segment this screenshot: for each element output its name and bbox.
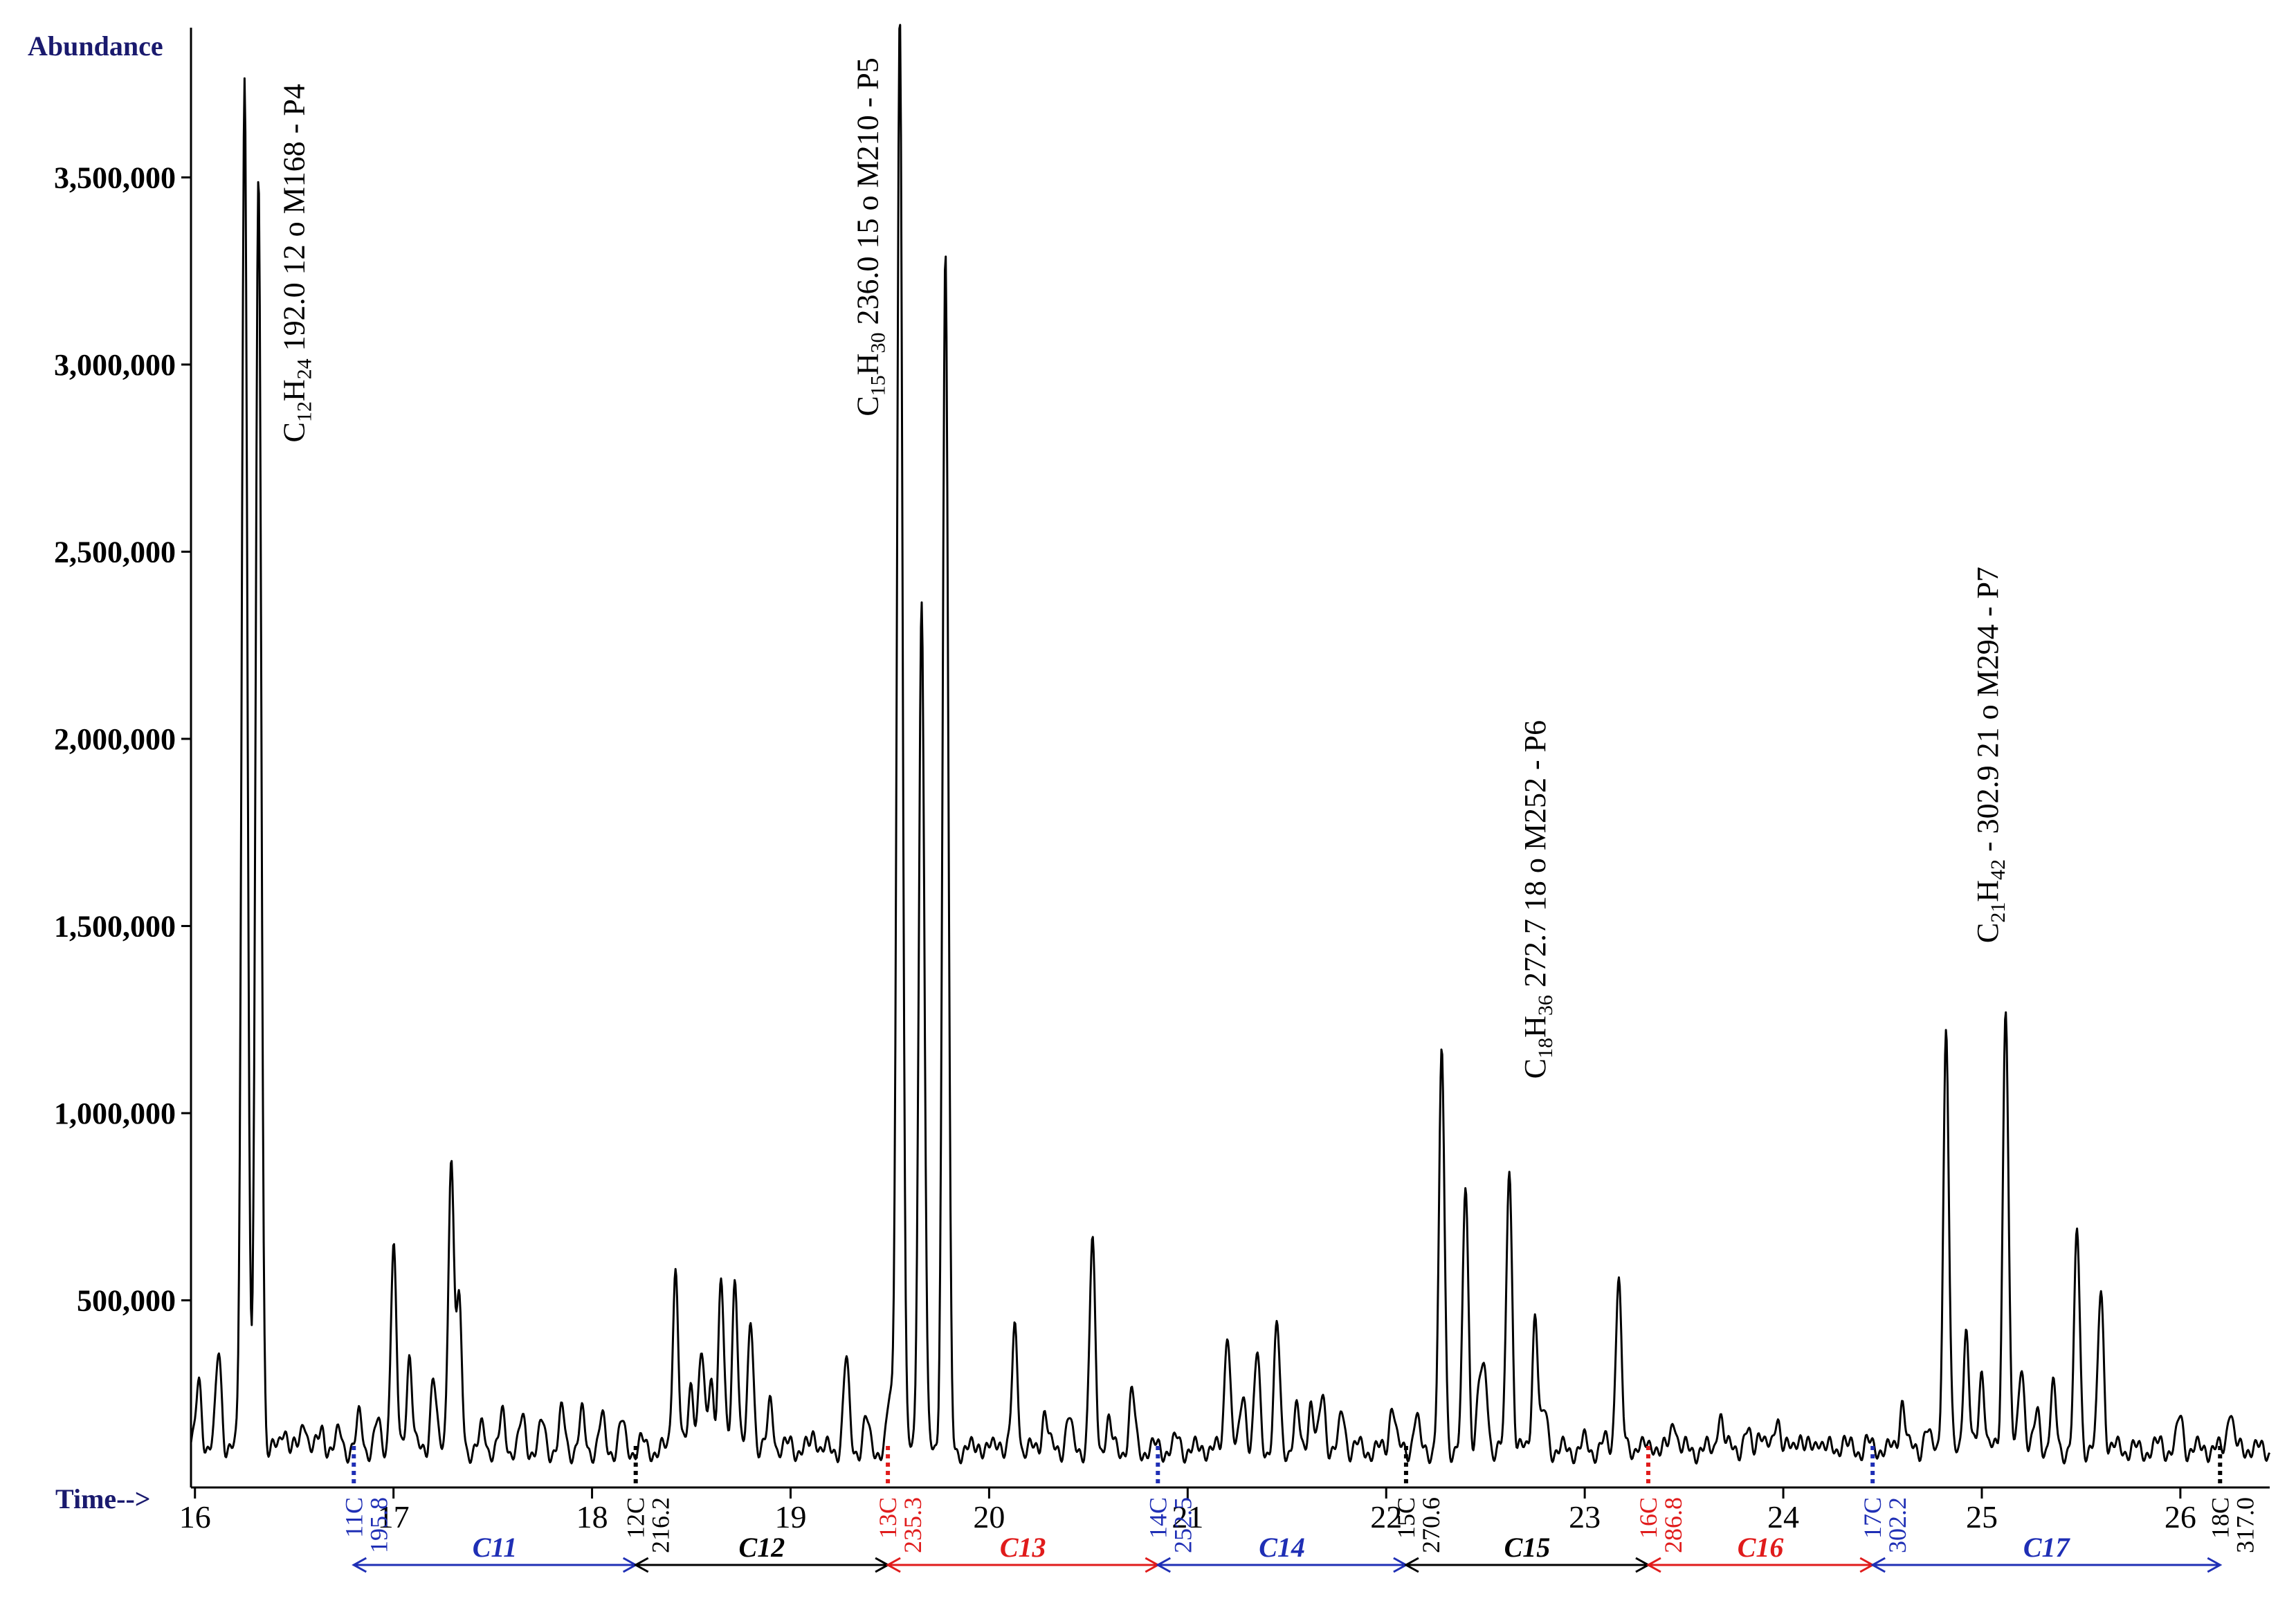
x-tick-label: 17 <box>378 1499 410 1535</box>
x-tick-label: 24 <box>1767 1499 1799 1535</box>
y-ticks: 500,000 1,000,000 1,500,000 2,000,000 2,500,… <box>54 161 191 1317</box>
x-tick-label: 25 <box>1966 1499 1998 1535</box>
range-label: C13 <box>1000 1532 1046 1563</box>
y-tick-label: 2,500,000 <box>54 535 176 569</box>
boundary-label: 17C <box>1859 1497 1886 1539</box>
range-arrowhead <box>1646 1557 1661 1573</box>
peak-annotation: C18H36 272.7 18 o M252 - P6 <box>1518 720 1557 1079</box>
boundary-value: 317.0 <box>2231 1497 2259 1553</box>
range-label: C15 <box>1504 1532 1551 1563</box>
range-arrowhead <box>2207 1557 2223 1573</box>
boundary-value: 286.8 <box>1659 1497 1687 1553</box>
x-tick-label: 20 <box>973 1499 1005 1535</box>
range-label: C11 <box>473 1532 517 1563</box>
x-tick-label: 26 <box>2165 1499 2196 1535</box>
carbon-ranges: C11 C12 C13 C14 C15 C16 C17 <box>352 1532 2223 1573</box>
y-tick-label: 3,500,000 <box>54 161 176 194</box>
x-tick-label: 21 <box>1172 1499 1203 1535</box>
boundary-value: 235.3 <box>899 1497 927 1553</box>
boundary-label: 14C <box>1144 1497 1172 1539</box>
peak-annotation: C15H30 236.0 15 o M210 - P5 <box>851 57 890 416</box>
range-label: C16 <box>1738 1532 1784 1563</box>
x-tick-label: 23 <box>1569 1499 1601 1535</box>
boundary-label: 11C <box>340 1497 367 1538</box>
range-label: C14 <box>1259 1532 1305 1563</box>
peak-annotations: C12H24 192.0 12 o M168 - P4 C15H30 236.0 … <box>277 57 2010 1079</box>
boundary-label: 15C <box>1392 1497 1420 1539</box>
range-label: C17 <box>2023 1532 2071 1563</box>
x-tick-label: 22 <box>1370 1499 1402 1535</box>
y-tick-label: 3,000,000 <box>54 348 176 382</box>
y-tick-label: 2,000,000 <box>54 722 176 756</box>
x-axis-title: Time--> <box>55 1483 151 1514</box>
boundary-label: 16C <box>1634 1497 1662 1539</box>
peak-annotation: C12H24 192.0 12 o M168 - P4 <box>277 84 316 442</box>
x-tick-label: 19 <box>774 1499 806 1535</box>
y-tick-label: 500,000 <box>77 1283 176 1317</box>
y-tick-label: 1,500,000 <box>54 909 176 943</box>
y-tick-label: 1,000,000 <box>54 1097 176 1130</box>
x-ticks: 16 17 18 19 20 21 22 23 24 25 26 <box>179 1487 2196 1535</box>
range-arrowhead <box>1870 1557 1886 1573</box>
boundary-value: 216.2 <box>647 1497 675 1553</box>
x-tick-label: 16 <box>179 1499 211 1535</box>
range-arrowhead <box>1156 1557 1172 1573</box>
chromatogram-trace <box>190 24 2271 1465</box>
range-arrowhead <box>1403 1557 1419 1573</box>
range-arrowhead <box>633 1557 649 1573</box>
range-arrowhead <box>352 1557 367 1573</box>
boundary-label: 12C <box>622 1497 650 1539</box>
boundary-value: 270.6 <box>1417 1497 1445 1553</box>
range-arrowhead <box>885 1557 901 1573</box>
y-axis-title: Abundance <box>28 30 163 62</box>
boundary-label: 18C <box>2206 1497 2234 1539</box>
boundary-value: 302.2 <box>1884 1497 1911 1553</box>
boundary-label: 13C <box>874 1497 902 1539</box>
boundary-value: 252.5 <box>1169 1497 1196 1553</box>
peak-annotation: C21H42 - 302.9 21 o M294 - P7 <box>1971 567 2010 943</box>
range-label: C12 <box>739 1532 785 1563</box>
x-tick-label: 18 <box>576 1499 608 1535</box>
boundary-value: 195.8 <box>365 1497 392 1553</box>
